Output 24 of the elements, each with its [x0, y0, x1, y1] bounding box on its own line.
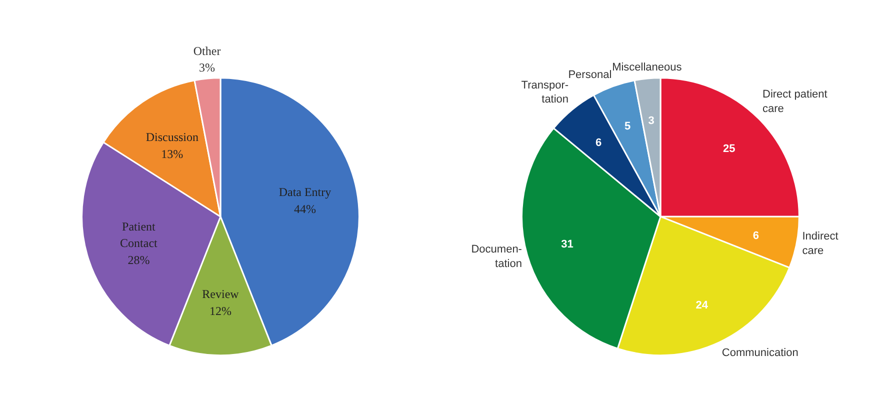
data-label: 24 [696, 299, 709, 312]
slice-label: Personal [568, 69, 612, 82]
slice-label: Patient Contact [120, 219, 158, 250]
slice-label: Review [202, 287, 240, 302]
slice-label: Transpor- tation [521, 79, 569, 106]
slice-label: Discussion [146, 130, 198, 144]
slice-label: Other [193, 44, 221, 58]
data-label: 31 [561, 238, 574, 251]
data-label: 25 [723, 143, 736, 156]
slice-label: Direct patient care [762, 88, 828, 115]
data-label: 3% [199, 60, 216, 75]
data-label: 12% [210, 304, 232, 318]
data-label: 44% [294, 202, 316, 216]
slice-label: Data Entry [278, 185, 332, 200]
data-label: 13% [161, 147, 184, 162]
slice-label: Communication [722, 346, 798, 359]
slice-label: Documen- tation [471, 244, 522, 270]
data-label: 6 [596, 136, 602, 149]
slice-label: Indirect care [802, 230, 838, 257]
data-label: 6 [752, 230, 759, 242]
data-label: 5 [624, 120, 631, 132]
data-label: 28% [128, 252, 150, 267]
data-label: 3 [648, 115, 654, 128]
slice-label: Miscellaneous [612, 61, 682, 74]
